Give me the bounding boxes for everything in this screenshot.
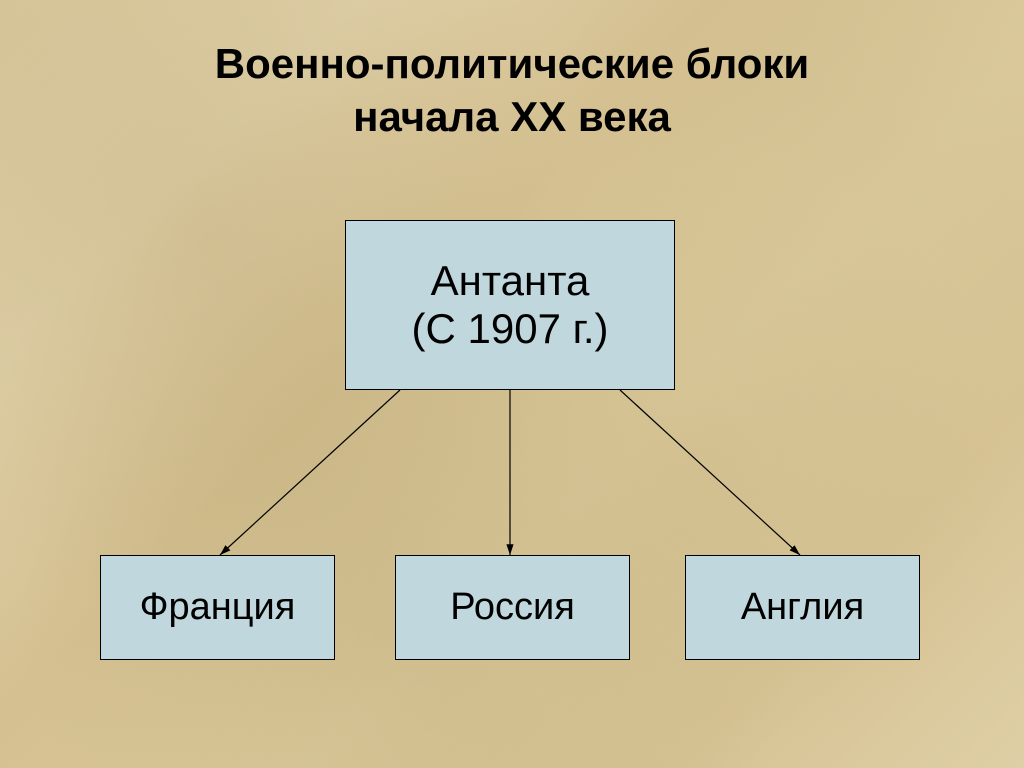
slide-title: Военно-политические блоки начала XX века [0, 0, 1024, 143]
diagram-leaf-england: Англия [685, 555, 920, 660]
edge-root-france [220, 390, 400, 555]
edge-root-england [620, 390, 800, 555]
diagram-leaf-russia: Россия [395, 555, 630, 660]
title-line-1: Военно-политические блоки [0, 38, 1024, 91]
title-line-2: начала XX века [0, 91, 1024, 144]
england-label: Англия [741, 586, 864, 629]
slide-content: Военно-политические блоки начала XX века… [0, 0, 1024, 768]
root-label-line2: (С 1907 г.) [412, 305, 609, 353]
france-label: Франция [140, 586, 296, 629]
russia-label: Россия [450, 586, 575, 629]
diagram-root-node: Антанта (С 1907 г.) [345, 220, 675, 390]
root-label-line1: Антанта [431, 257, 590, 305]
diagram-leaf-france: Франция [100, 555, 335, 660]
